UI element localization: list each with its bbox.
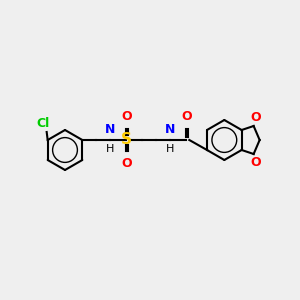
Text: O: O xyxy=(121,157,132,170)
Text: O: O xyxy=(121,110,132,123)
Text: H: H xyxy=(106,144,115,154)
Text: O: O xyxy=(250,111,261,124)
Text: N: N xyxy=(105,123,116,136)
Text: Cl: Cl xyxy=(36,117,49,130)
Text: S: S xyxy=(121,133,132,148)
Text: O: O xyxy=(181,110,192,123)
Text: N: N xyxy=(165,123,175,136)
Text: H: H xyxy=(166,144,175,154)
Text: O: O xyxy=(250,156,261,169)
